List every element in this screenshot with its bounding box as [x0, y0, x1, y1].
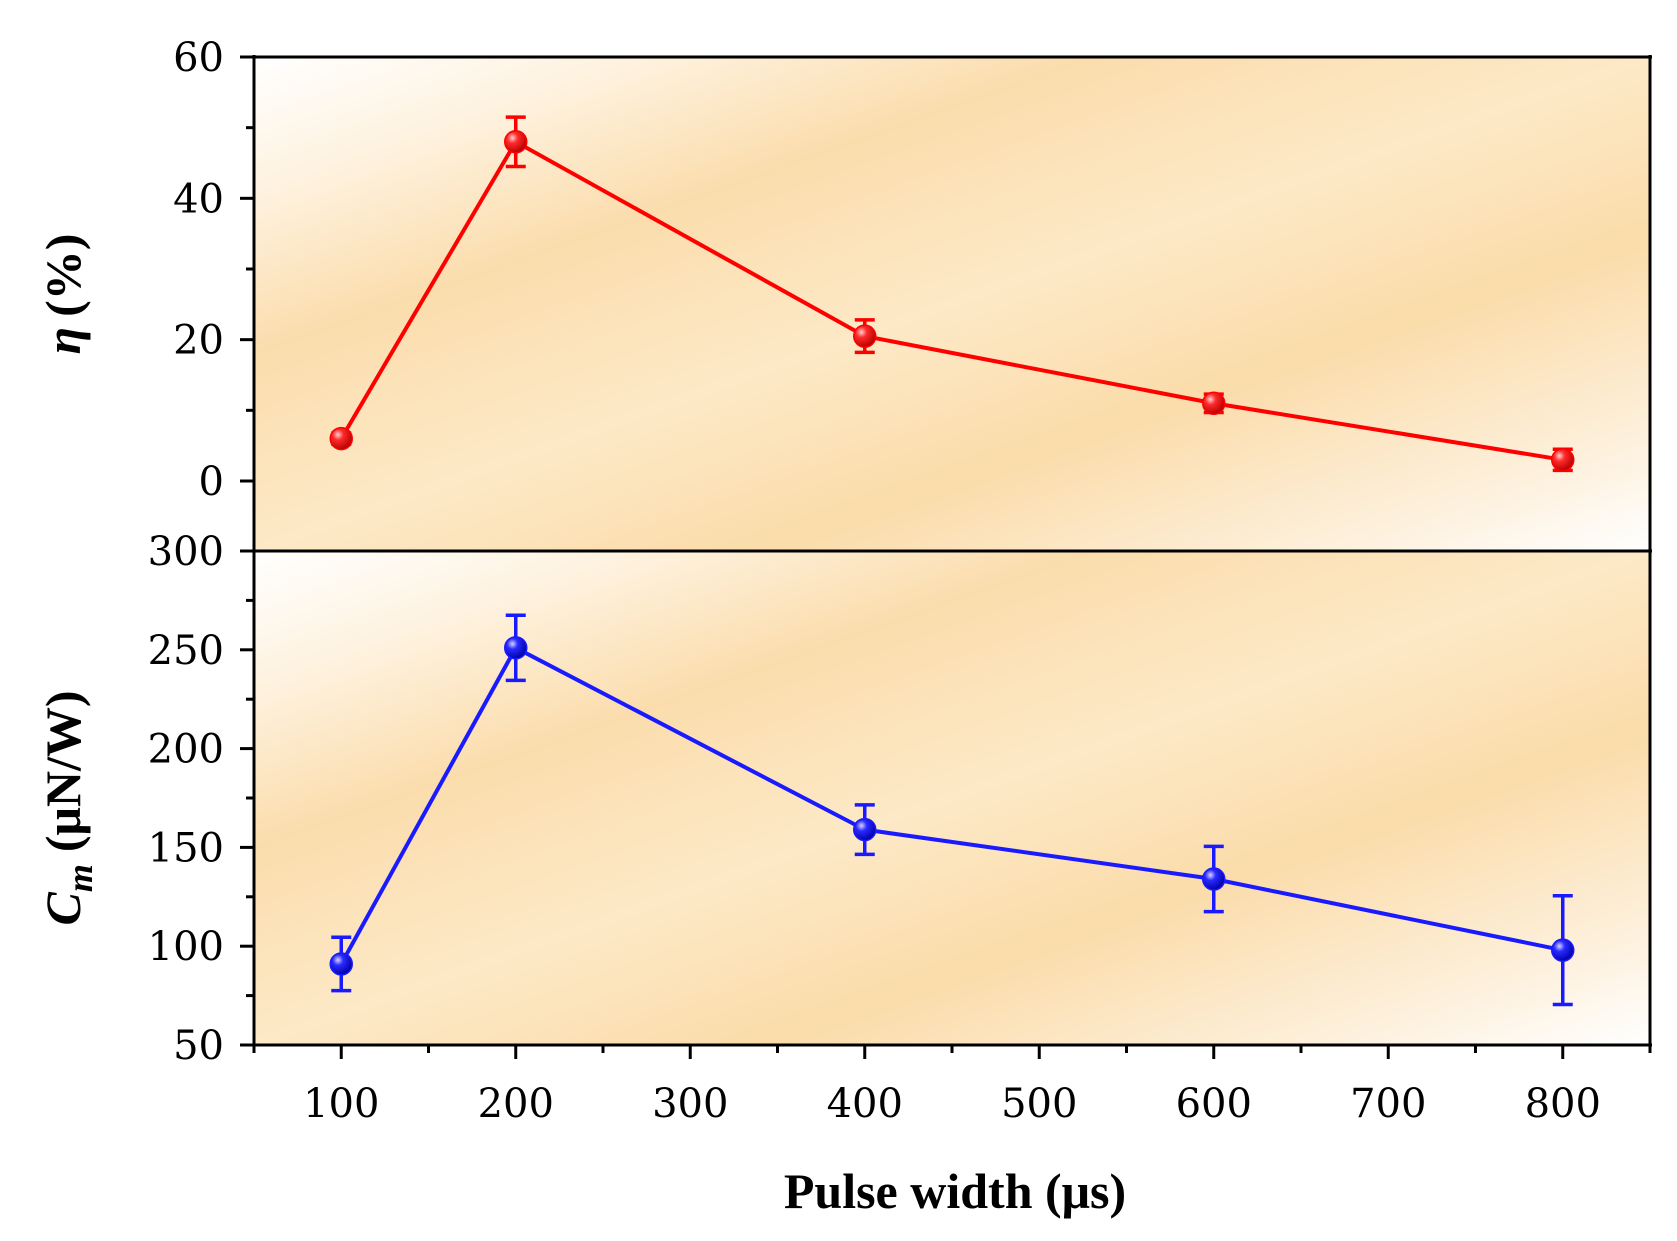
- top-y-tick-label: 60: [173, 35, 224, 81]
- top-data-point: [1202, 391, 1226, 416]
- top-data-point: [504, 130, 528, 154]
- bottom-y-axis-symbol: C: [35, 892, 91, 926]
- top-data-point: [853, 324, 877, 348]
- x-tick-label: 700: [1350, 1081, 1426, 1127]
- bottom-y-tick-label: 100: [148, 924, 224, 970]
- bottom-data-point: [504, 636, 528, 660]
- top-data-point: [329, 426, 353, 451]
- bottom-y-axis-subscript: m: [60, 864, 100, 892]
- top-y-tick-label: 0: [199, 459, 224, 505]
- bottom-data-point: [853, 817, 877, 842]
- bottom-y-tick-label: 200: [148, 727, 224, 773]
- bottom-y-tick-label: 250: [148, 628, 224, 674]
- x-tick-label: 800: [1525, 1081, 1601, 1127]
- series-layer: [329, 115, 1575, 1007]
- x-tick-label: 100: [303, 1081, 379, 1127]
- top-y-axis-title: η (%): [35, 234, 91, 355]
- ticks-layer: 100 200 300 400 500 600 700 800 0 20 40 60 50 100 150 2…: [148, 35, 1652, 1127]
- bottom-y-tick-label: 300: [148, 529, 224, 575]
- top-y-axis-unit: (%): [35, 234, 91, 317]
- x-axis-title: Pulse width (μs): [784, 1163, 1126, 1219]
- top-data-point: [1551, 448, 1575, 472]
- bottom-y-axis-unit: (μN/W): [35, 690, 91, 852]
- x-tick-label: 600: [1176, 1081, 1252, 1127]
- bottom-panel-background: [254, 551, 1650, 1045]
- bottom-y-axis-title: Cm (μN/W): [35, 690, 100, 925]
- bottom-data-point: [329, 952, 353, 976]
- bottom-y-tick-label: 50: [173, 1023, 224, 1069]
- x-tick-label: 300: [652, 1081, 728, 1127]
- bottom-y-tick-label: 150: [148, 825, 224, 871]
- x-tick-label: 500: [1001, 1081, 1077, 1127]
- bottom-data-point: [1202, 867, 1226, 891]
- bottom-data-point: [1551, 938, 1575, 962]
- x-tick-label: 400: [827, 1081, 903, 1127]
- top-panel-background: [254, 57, 1650, 551]
- top-y-tick-label: 20: [173, 318, 224, 364]
- top-y-tick-label: 40: [173, 176, 224, 222]
- x-tick-label: 200: [478, 1081, 554, 1127]
- top-y-axis-symbol: η: [35, 327, 91, 354]
